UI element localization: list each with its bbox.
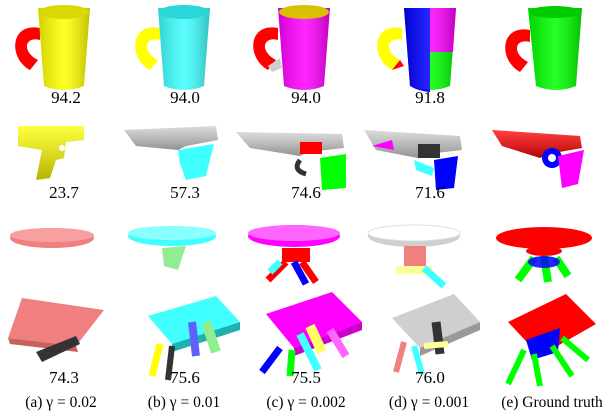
- caption-e: (e) Ground truth: [501, 394, 603, 411]
- mug-shape: [135, 5, 210, 90]
- gun-shape: [492, 130, 584, 188]
- gun-shape: [236, 132, 346, 190]
- caption-b: (b) γ = 0.01: [147, 394, 221, 411]
- chair-shape: [8, 298, 104, 362]
- mug-shape: [377, 8, 456, 92]
- chair-shape: [259, 292, 362, 377]
- mug-shape: [15, 5, 90, 90]
- score-chair-d: 76.0: [415, 368, 445, 387]
- score-chair-c: 75.5: [291, 368, 321, 387]
- chair-shape: [392, 294, 480, 375]
- score-chair-a: 74.3: [49, 368, 79, 387]
- score-mug-a: 94.2: [51, 88, 81, 107]
- score-mug-c: 94.0: [291, 88, 321, 107]
- table-shape: [248, 225, 340, 286]
- gun-shape: [18, 126, 84, 180]
- table-shape: [496, 227, 592, 283]
- gun-shape: [364, 130, 462, 190]
- score-mug-b: 94.0: [170, 88, 200, 107]
- caption-d: (d) γ = 0.001: [388, 394, 470, 411]
- table-shape: [10, 228, 94, 248]
- gun-shape: [124, 126, 218, 180]
- chair-shape: [505, 294, 596, 387]
- score-chair-b: 75.6: [170, 368, 200, 387]
- caption-a: (a) γ = 0.02: [25, 394, 97, 411]
- table-shape: [128, 226, 216, 270]
- mug-shape: [505, 6, 582, 90]
- chair-shape: [148, 296, 240, 381]
- score-gun-c: 74.6: [291, 183, 321, 202]
- mug-shape: [253, 5, 330, 90]
- score-gun-b: 57.3: [170, 183, 200, 202]
- score-gun-a: 23.7: [49, 183, 79, 202]
- score-gun-d: 71.6: [415, 183, 445, 202]
- table-shape: [367, 224, 461, 289]
- caption-c: (c) γ = 0.002: [266, 394, 346, 411]
- score-mug-d: 91.8: [415, 88, 445, 107]
